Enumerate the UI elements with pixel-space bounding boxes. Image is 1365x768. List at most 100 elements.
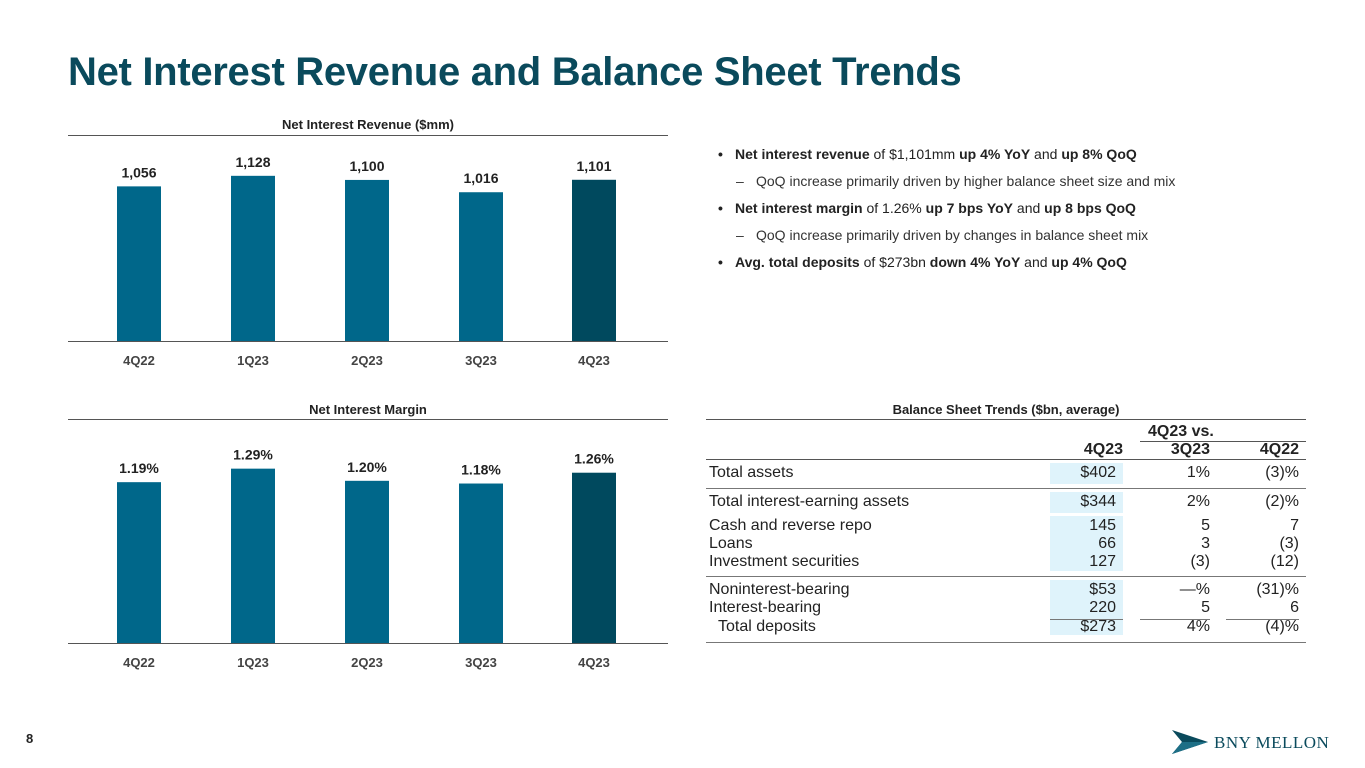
row-2-value-4q22: 7	[1290, 517, 1299, 534]
nir-bar-chart: 1,056 4Q22 1,128 1Q23 1,100 2Q23 1,016 3Q23 1,10…	[68, 154, 668, 368]
bullet-0-part-3: and	[1030, 146, 1062, 162]
table-bottom-rule	[706, 642, 1306, 643]
row-1-value-3q23: 2%	[1186, 493, 1210, 510]
row-5-value-3q23: —%	[1179, 581, 1210, 598]
nir-x-tick-3q23: 3Q23	[465, 353, 497, 368]
nir-x-tick-4q22: 4Q22	[123, 353, 155, 368]
bullet-4: Avg. total deposits of $273bn down 4% Yo…	[716, 251, 1276, 278]
col-header-3q23: 3Q23	[1170, 441, 1210, 458]
nim-x-tick-3q23: 3Q23	[465, 655, 497, 670]
rule-after-assets	[706, 488, 1306, 489]
row-label-7: Total deposits	[718, 618, 816, 635]
nir-data-label-4q22: 1,056	[121, 164, 156, 180]
row-1-value-4q22: (2)%	[1265, 493, 1299, 510]
logo-wordmark: BNY MELLON	[1214, 733, 1330, 752]
nir-bar-2q23	[345, 179, 389, 341]
bullet-4-part-2: down 4% YoY	[929, 254, 1021, 270]
nim-x-tick-2q23: 2Q23	[351, 655, 383, 670]
nir-chart-top-rule	[68, 135, 668, 136]
bullet-2-part-4: up 8 bps QoQ	[1044, 200, 1136, 216]
page-number: 8	[26, 731, 34, 746]
nim-bar-4q23	[572, 472, 616, 643]
nim-data-label-4q23: 1.26%	[574, 451, 614, 467]
group-header: 4Q23 vs.	[1148, 423, 1214, 440]
nir-bar-4q23	[572, 179, 616, 341]
nim-bar-1q23	[231, 468, 275, 643]
bullet-1-part-0: QoQ increase primarily driven by higher …	[756, 173, 1176, 189]
nim-data-label-4q22: 1.19%	[119, 460, 159, 476]
nir-bar-4q22	[117, 186, 161, 341]
bullet-0-part-1: of $1,101mm	[869, 146, 960, 162]
row-7-value-4q22: (4)%	[1265, 618, 1299, 635]
row-label-3: Loans	[709, 535, 753, 552]
nim-x-tick-4q23: 4Q23	[578, 655, 610, 670]
nim-data-label-2q23: 1.20%	[347, 459, 387, 475]
row-label-0: Total assets	[709, 464, 794, 481]
nim-bar-4q22	[117, 482, 161, 643]
row-3-value-4q23: 66	[1098, 535, 1116, 552]
bny-logo-icon	[1172, 730, 1208, 754]
slide-title: Net Interest Revenue and Balance Sheet T…	[68, 50, 962, 94]
row-5-value-4q23: $53	[1089, 581, 1116, 598]
row-2-value-3q23: 5	[1201, 517, 1210, 534]
balance-sheet-title: Balance Sheet Trends ($bn, average)	[892, 402, 1120, 417]
row-3-value-4q22: (3)	[1279, 535, 1299, 552]
nim-chart-title: Net Interest Margin	[309, 402, 427, 417]
bullet-2: Net interest margin of 1.26% up 7 bps Yo…	[716, 197, 1276, 224]
rule-after-securities	[706, 576, 1306, 577]
nim-bar-chart: 1.19% 4Q22 1.29% 1Q23 1.20% 2Q23 1.18% 3Q23 1.26…	[68, 447, 668, 670]
nim-x-tick-4q22: 4Q22	[123, 655, 155, 670]
row-label-6: Interest-bearing	[709, 599, 822, 616]
row-6-value-3q23: 5	[1201, 599, 1210, 616]
subtotal-rule-4q23	[1050, 619, 1123, 620]
bullet-2-part-1: of 1.26%	[862, 200, 926, 216]
nir-data-label-3q23: 1,016	[463, 170, 498, 186]
shade-total-earning	[1050, 492, 1123, 513]
row-label-4: Investment securities	[709, 553, 860, 570]
row-2-value-4q23: 145	[1089, 517, 1116, 534]
nir-x-tick-2q23: 2Q23	[351, 353, 383, 368]
bullet-2-part-0: Net interest margin	[735, 200, 863, 216]
nir-x-tick-1q23: 1Q23	[237, 353, 269, 368]
bullet-2-part-2: up 7 bps YoY	[925, 200, 1014, 216]
row-7-value-3q23: 4%	[1186, 618, 1210, 635]
nir-chart-title: Net Interest Revenue ($mm)	[282, 117, 454, 132]
nim-bar-3q23	[459, 483, 503, 643]
row-label-5: Noninterest-bearing	[709, 581, 850, 598]
bullet-4-part-1: of $273bn	[859, 254, 930, 270]
bullet-3-part-0: QoQ increase primarily driven by changes…	[756, 227, 1149, 243]
nim-x-tick-1q23: 1Q23	[237, 655, 269, 670]
bullet-4-part-3: and	[1020, 254, 1052, 270]
col-header-4q22: 4Q22	[1259, 441, 1299, 458]
bullet-4-part-0: Avg. total deposits	[735, 254, 860, 270]
header-rule	[706, 459, 1306, 460]
col-header-4q23: 4Q23	[1083, 441, 1123, 458]
sub-bullet-3: QoQ increase primarily driven by changes…	[716, 224, 1276, 251]
bullet-0-part-4: up 8% QoQ	[1061, 146, 1137, 162]
row-0-value-4q22: (3)%	[1265, 464, 1299, 481]
row-label-1: Total interest-earning assets	[709, 493, 910, 510]
shade-deposits	[1050, 580, 1123, 635]
bullet-0-part-2: up 4% YoY	[959, 146, 1031, 162]
row-0-value-4q23: $402	[1080, 464, 1116, 481]
row-0-value-3q23: 1%	[1186, 464, 1210, 481]
group-header-underline	[1140, 441, 1306, 442]
nir-data-label-2q23: 1,100	[349, 158, 384, 174]
subtotal-rule-3q23	[1140, 619, 1210, 620]
nir-data-label-1q23: 1,128	[235, 154, 270, 170]
bullet-2-part-3: and	[1013, 200, 1045, 216]
row-label-2: Cash and reverse repo	[709, 517, 872, 534]
nim-bar-2q23	[345, 480, 389, 643]
nim-chart-top-rule	[68, 419, 668, 420]
nim-data-label-1q23: 1.29%	[233, 447, 273, 463]
row-4-value-3q23: (3)	[1190, 553, 1210, 570]
row-6-value-4q22: 6	[1290, 599, 1299, 616]
shade-total-assets	[1050, 463, 1123, 484]
subtotal-rule-4q22	[1226, 619, 1299, 620]
commentary-bullets: Net interest revenue of $1,101mm up 4% Y…	[716, 143, 1276, 278]
row-4-value-4q22: (12)	[1270, 553, 1299, 570]
row-6-value-4q23: 220	[1089, 599, 1116, 616]
balance-sheet-top-rule	[706, 419, 1306, 420]
row-4-value-4q23: 127	[1089, 553, 1116, 570]
nir-bar-3q23	[459, 192, 503, 341]
